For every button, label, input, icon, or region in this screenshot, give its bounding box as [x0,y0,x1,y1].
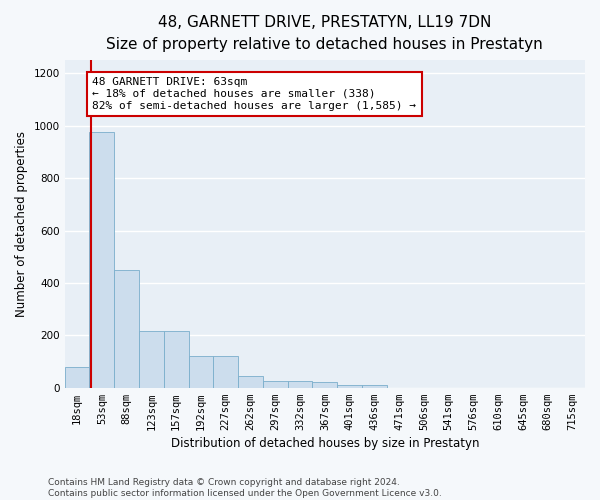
Bar [337,385,362,388]
Bar [164,332,188,388]
Text: 48 GARNETT DRIVE: 63sqm
← 18% of detached houses are smaller (338)
82% of semi-d: 48 GARNETT DRIVE: 63sqm ← 18% of detache… [92,78,416,110]
Bar [139,332,164,388]
Bar [214,356,238,388]
Bar [65,366,89,388]
Bar [287,381,313,388]
Bar [188,356,214,388]
Text: Contains HM Land Registry data © Crown copyright and database right 2024.
Contai: Contains HM Land Registry data © Crown c… [48,478,442,498]
Bar [114,270,139,388]
Bar [238,376,263,388]
Bar [313,382,337,388]
Y-axis label: Number of detached properties: Number of detached properties [15,131,28,317]
Title: 48, GARNETT DRIVE, PRESTATYN, LL19 7DN
Size of property relative to detached hou: 48, GARNETT DRIVE, PRESTATYN, LL19 7DN S… [106,15,543,52]
Bar [362,385,387,388]
Bar [89,132,114,388]
Bar [263,381,287,388]
X-axis label: Distribution of detached houses by size in Prestatyn: Distribution of detached houses by size … [170,437,479,450]
